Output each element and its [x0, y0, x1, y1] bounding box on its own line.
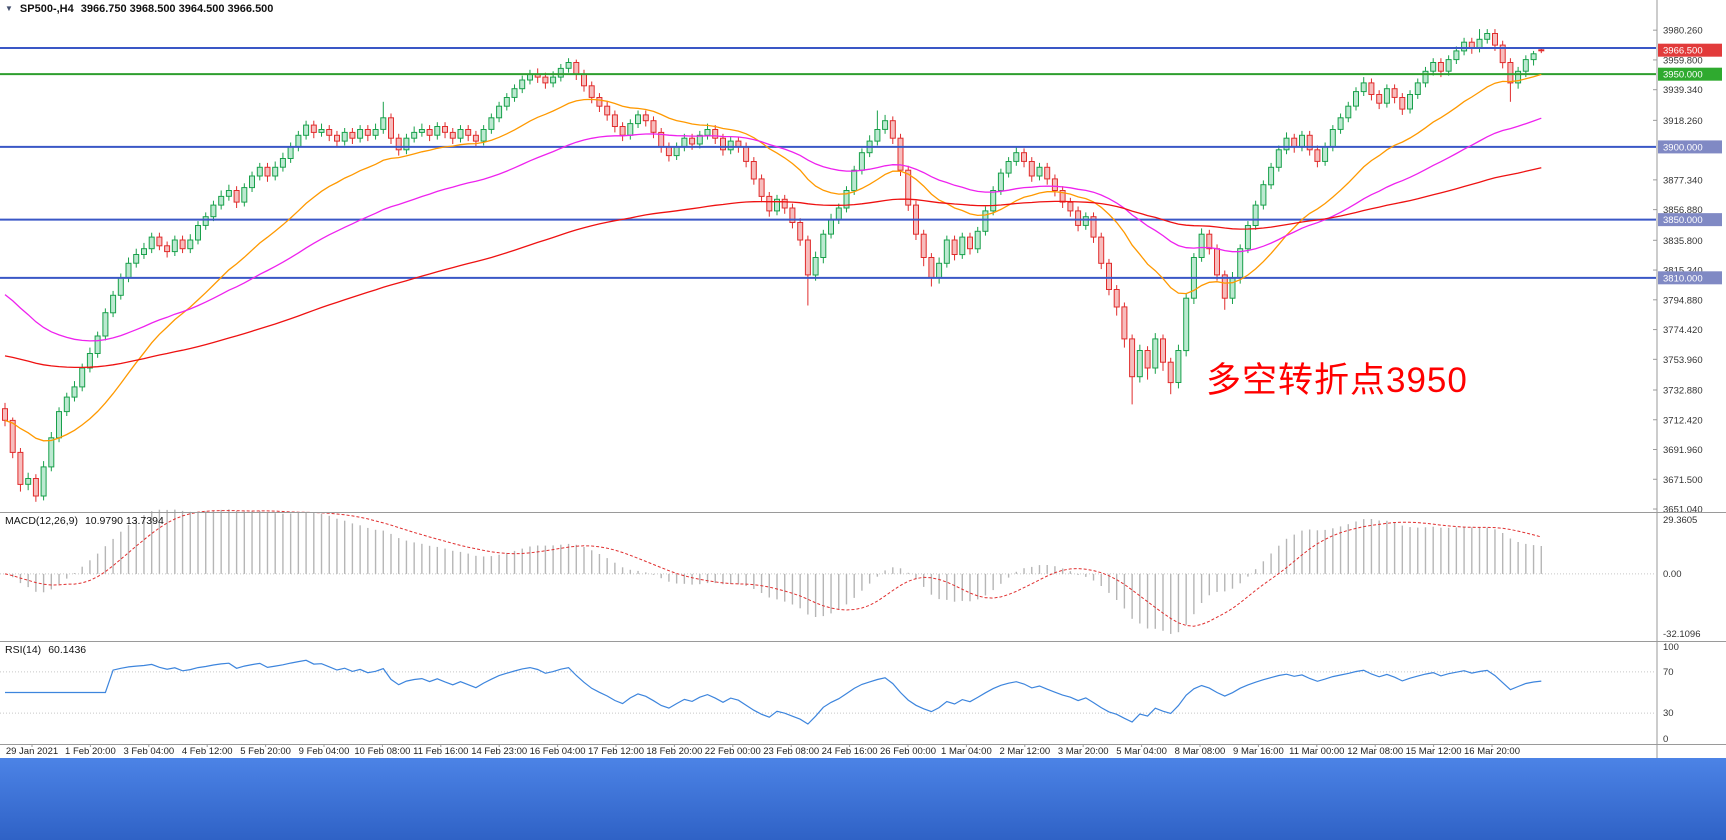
svg-text:4 Feb 12:00: 4 Feb 12:00: [182, 746, 233, 757]
macd-current-values: 10.9790 13.7394: [84, 515, 164, 527]
macd-name: MACD(12,26,9): [5, 515, 78, 527]
svg-text:-32.1096: -32.1096: [1663, 629, 1701, 640]
svg-text:8 Mar 08:00: 8 Mar 08:00: [1175, 746, 1226, 757]
svg-text:14 Feb 23:00: 14 Feb 23:00: [471, 746, 527, 757]
svg-text:10 Feb 08:00: 10 Feb 08:00: [354, 746, 410, 757]
svg-text:3918.260: 3918.260: [1663, 116, 1703, 127]
svg-text:3959.800: 3959.800: [1663, 55, 1703, 66]
svg-text:11 Mar 00:00: 11 Mar 00:00: [1289, 746, 1344, 757]
svg-text:3877.340: 3877.340: [1663, 175, 1703, 186]
svg-text:3950.000: 3950.000: [1663, 70, 1703, 81]
svg-text:1 Feb 20:00: 1 Feb 20:00: [65, 746, 116, 757]
taskbar[interactable]: [0, 758, 1726, 840]
chart-annotation-text: 多空转折点3950: [1206, 361, 1468, 400]
svg-text:3835.800: 3835.800: [1663, 236, 1703, 247]
svg-text:3774.420: 3774.420: [1663, 325, 1703, 336]
svg-text:18 Feb 20:00: 18 Feb 20:00: [646, 746, 702, 757]
main-chart-area[interactable]: [0, 0, 1656, 512]
rsi-current-value: 60.1436: [48, 644, 87, 656]
svg-text:2 Mar 12:00: 2 Mar 12:00: [999, 746, 1050, 757]
chart-canvas[interactable]: 3980.260 3959.800 3939.340 3918.260 3877.340…: [0, 0, 1726, 758]
svg-text:3966.500: 3966.500: [1663, 46, 1703, 57]
rsi-panel-area[interactable]: [0, 641, 1656, 744]
candles-layer: [2, 29, 1545, 502]
svg-text:3732.880: 3732.880: [1663, 385, 1703, 396]
svg-text:3900.000: 3900.000: [1663, 142, 1703, 153]
svg-text:3810.000: 3810.000: [1663, 273, 1703, 284]
price-scale-area[interactable]: [1658, 0, 1726, 758]
svg-text:11 Feb 16:00: 11 Feb 16:00: [413, 746, 468, 757]
panel-separators: [0, 512, 1726, 745]
svg-text:3 Feb 04:00: 3 Feb 04:00: [123, 746, 174, 757]
svg-text:3 Mar 20:00: 3 Mar 20:00: [1058, 746, 1109, 757]
svg-text:3671.500: 3671.500: [1663, 475, 1703, 486]
svg-text:9 Mar 16:00: 9 Mar 16:00: [1233, 746, 1284, 757]
svg-text:29 Jan 2021: 29 Jan 2021: [6, 746, 58, 757]
svg-text:26 Feb 00:00: 26 Feb 00:00: [880, 746, 936, 757]
macd-indicator-label: MACD(12,26,9) 10.9790 13.7394: [5, 515, 164, 527]
chart-ohlc-quotes: 3966.750 3968.500 3964.500 3966.500: [80, 3, 274, 15]
svg-text:3850.000: 3850.000: [1663, 215, 1703, 226]
svg-text:3794.880: 3794.880: [1663, 295, 1703, 306]
svg-text:0.00: 0.00: [1663, 569, 1682, 580]
svg-text:3980.260: 3980.260: [1663, 26, 1703, 37]
chart-symbol-timeframe: SP500-,H4: [19, 3, 74, 15]
svg-text:70: 70: [1663, 667, 1674, 678]
svg-text:23 Feb 08:00: 23 Feb 08:00: [763, 746, 819, 757]
rsi-name: RSI(14): [5, 644, 42, 656]
svg-text:15 Mar 12:00: 15 Mar 12:00: [1406, 746, 1462, 757]
svg-text:3856.880: 3856.880: [1663, 205, 1703, 216]
svg-text:30: 30: [1663, 708, 1674, 719]
svg-text:17 Feb 12:00: 17 Feb 12:00: [588, 746, 644, 757]
macd-panel-area[interactable]: [0, 512, 1656, 641]
macd-layer: 29.3605 0.00 -32.1096: [0, 509, 1701, 640]
svg-text:24 Feb 16:00: 24 Feb 16:00: [822, 746, 878, 757]
moving-averages-layer: [4, 73, 1542, 442]
time-axis-area[interactable]: [0, 744, 1656, 758]
svg-text:0: 0: [1663, 734, 1668, 745]
svg-text:3712.420: 3712.420: [1663, 415, 1703, 426]
rsi-layer: 100 70 30 0: [0, 642, 1679, 745]
svg-text:3691.960: 3691.960: [1663, 445, 1703, 456]
svg-text:100: 100: [1663, 642, 1679, 653]
svg-text:5 Feb 20:00: 5 Feb 20:00: [240, 746, 291, 757]
svg-text:1 Mar 04:00: 1 Mar 04:00: [941, 746, 992, 757]
svg-text:16 Mar 20:00: 16 Mar 20:00: [1464, 746, 1520, 757]
svg-text:3815.340: 3815.340: [1663, 266, 1703, 277]
chart-title: ▼ SP500-,H4 3966.750 3968.500 3964.500 3…: [5, 3, 273, 15]
price-scale[interactable]: 3980.260 3959.800 3939.340 3918.260 3877.340…: [1653, 0, 1722, 758]
svg-text:5 Mar 04:00: 5 Mar 04:00: [1116, 746, 1167, 757]
svg-text:22 Feb 00:00: 22 Feb 00:00: [705, 746, 761, 757]
support-resistance-lines-layer: [0, 47, 1656, 279]
svg-text:12 Mar 08:00: 12 Mar 08:00: [1347, 746, 1403, 757]
svg-text:9 Feb 04:00: 9 Feb 04:00: [299, 746, 350, 757]
rsi-indicator-label: RSI(14) 60.1436: [5, 644, 86, 656]
svg-text:29.3605: 29.3605: [1663, 515, 1697, 526]
time-axis[interactable]: 29 Jan 2021 1 Feb 20:00 3 Feb 04:00 4 Feb 1…: [6, 744, 1520, 757]
svg-text:3753.960: 3753.960: [1663, 355, 1703, 366]
svg-text:16 Feb 04:00: 16 Feb 04:00: [530, 746, 586, 757]
svg-text:3651.040: 3651.040: [1663, 505, 1703, 516]
svg-text:3939.340: 3939.340: [1663, 85, 1703, 96]
one-click-trading-toggle-icon[interactable]: ▼: [5, 4, 13, 13]
